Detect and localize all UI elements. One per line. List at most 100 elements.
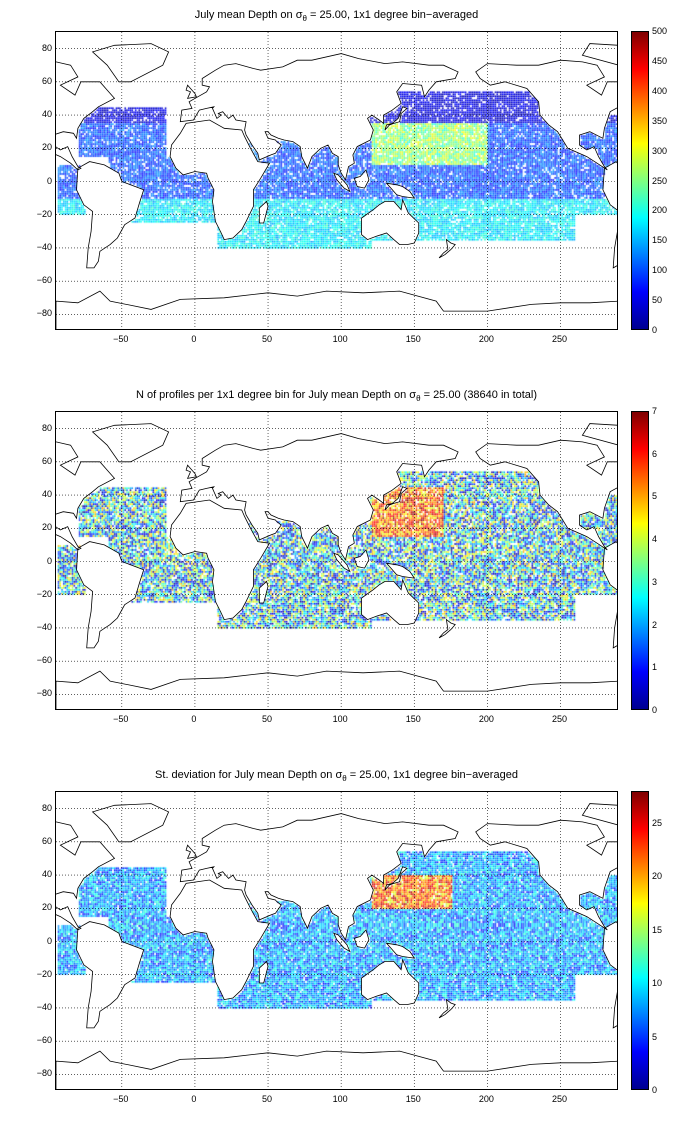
coastline	[385, 182, 416, 199]
colorbar-tick-label: 100	[652, 265, 668, 276]
coastline	[581, 423, 617, 446]
x-tick-label: −50	[113, 334, 129, 344]
coastline	[56, 61, 116, 171]
colorbar-tick-label: 300	[652, 145, 668, 156]
y-tick-label: −60	[36, 655, 52, 666]
coastline	[169, 499, 271, 621]
x-tick-label: 200	[478, 1094, 494, 1104]
colorbar-tick-label: 0	[652, 705, 658, 715]
colorbar-tick-label: 50	[652, 295, 663, 306]
colorbar-tick-label: 200	[652, 205, 668, 216]
y-tick-label: 40	[41, 869, 52, 880]
coastline	[179, 813, 459, 941]
y-tick-label: 20	[41, 142, 52, 153]
coastline	[385, 562, 416, 579]
data-field-raster	[56, 792, 617, 1089]
map-plot	[55, 31, 618, 330]
coastline	[333, 932, 351, 953]
coastline	[56, 441, 116, 551]
title-sigma: σ	[409, 389, 417, 401]
coastline	[91, 803, 170, 843]
panel-title: July mean Depth on σθ = 25.00, 1x1 degre…	[55, 9, 618, 23]
x-tick-label: 50	[262, 334, 273, 344]
coastline	[353, 169, 370, 189]
x-tick-label: 150	[405, 1094, 421, 1104]
coastline	[91, 43, 170, 83]
y-tick-label: 20	[41, 902, 52, 913]
x-tick-label: 150	[405, 714, 421, 724]
y-tick-label: 60	[41, 75, 52, 86]
title-theta: θ	[416, 394, 421, 404]
y-tick-label: 0	[46, 935, 52, 946]
colorbar-tick-label: 500	[652, 26, 668, 36]
panel-profile-count: N of profiles per 1x1 degree bin for Jul…	[0, 380, 696, 760]
coastline	[475, 439, 617, 551]
x-axis-labels: −50 0 50 100 150 200 250	[55, 334, 618, 348]
coastline	[169, 879, 271, 1001]
x-tick-label: −50	[113, 1094, 129, 1104]
x-tick-label: 50	[262, 1094, 273, 1104]
y-tick-label: −20	[36, 968, 52, 979]
colorbar-tick-label: 0	[652, 325, 658, 335]
coastline	[353, 549, 370, 569]
x-tick-label: 0	[191, 334, 197, 344]
y-tick-label: 60	[41, 455, 52, 466]
coastline	[76, 921, 145, 1029]
y-tick-label: 0	[46, 555, 52, 566]
x-tick-label: 0	[191, 714, 197, 724]
coastline	[581, 803, 617, 826]
coastline	[179, 433, 459, 561]
coastline	[333, 552, 351, 573]
y-axis-labels: 80 60 40 20 0 −20 −40 −60 −80	[20, 791, 52, 1090]
x-tick-label: 250	[551, 714, 568, 724]
coastline	[169, 119, 271, 241]
coastline	[185, 464, 197, 479]
coastline	[361, 198, 420, 245]
panel-title: N of profiles per 1x1 degree bin for Jul…	[55, 389, 618, 403]
panel-title: St. deviation for July mean Depth on σθ …	[55, 769, 618, 783]
x-tick-label: 100	[332, 714, 348, 724]
world-map	[56, 412, 617, 709]
x-tick-label: 250	[551, 334, 568, 344]
coastline	[76, 161, 145, 269]
colorbar-tick-label: 7	[652, 406, 658, 416]
colorbar-tick-label: 15	[652, 924, 663, 935]
y-tick-label: −20	[36, 208, 52, 219]
x-tick-label: −50	[113, 714, 129, 724]
y-tick-label: 20	[41, 522, 52, 533]
colorbar-tick-label: 1	[652, 662, 658, 673]
title-sigma: σ	[295, 9, 303, 21]
y-tick-label: 80	[41, 802, 52, 813]
data-field-raster	[56, 32, 617, 329]
title-prefix: N of profiles per 1x1 degree bin for Jul…	[135, 389, 410, 401]
title-theta: θ	[342, 774, 347, 784]
coastline	[361, 958, 420, 1005]
colorbar	[631, 791, 649, 1090]
x-tick-label: 200	[478, 714, 494, 724]
coastline	[56, 670, 617, 709]
y-axis-labels: 80 60 40 20 0 −20 −40 −60 −80	[20, 31, 52, 330]
y-tick-label: −60	[36, 275, 52, 286]
coastline	[56, 821, 116, 931]
colorbar-tick-label: 5	[652, 1031, 658, 1042]
colorbar-tick-label: 20	[652, 871, 663, 882]
y-tick-label: −40	[36, 1001, 52, 1012]
colorbar-tick-label: 4	[652, 534, 658, 545]
colorbar-labels: 0 50 100 150 200 250 300 350 400 450 500	[652, 26, 692, 335]
colorbar	[631, 411, 649, 710]
coastline	[581, 43, 617, 66]
coastline	[385, 942, 416, 959]
x-axis-labels: −50 0 50 100 150 200 250	[55, 714, 618, 728]
y-tick-label: 40	[41, 109, 52, 120]
title-suffix: = 25.00 (38640 in total)	[420, 389, 538, 401]
coastline	[258, 580, 269, 604]
y-tick-label: −60	[36, 1035, 52, 1046]
y-tick-label: −80	[36, 1068, 52, 1079]
coastline	[56, 290, 617, 329]
coastline	[179, 53, 459, 181]
coastline	[475, 59, 617, 171]
title-prefix: July mean Depth on	[194, 9, 296, 21]
map-plot	[55, 411, 618, 710]
colorbar-tick-label: 10	[652, 978, 663, 989]
map-plot	[55, 791, 618, 1090]
